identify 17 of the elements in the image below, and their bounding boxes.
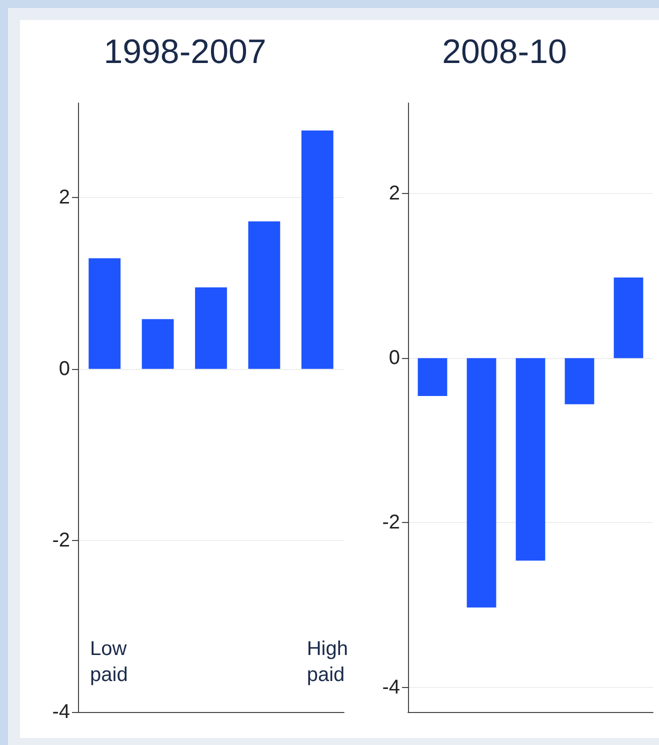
y-tick-label: 0 [388, 347, 400, 370]
y-tick-label: 2 [388, 182, 400, 205]
bar [88, 258, 121, 369]
annotation: Low paid [90, 638, 128, 686]
y-tick-label: -4 [382, 676, 400, 698]
chart-title: 2008-10 [442, 33, 567, 71]
chart-title: 1998-2007 [104, 33, 266, 71]
y-tick-label: -2 [382, 512, 400, 534]
y-tick-label: 2 [58, 186, 70, 208]
y-tick-label: 0 [58, 358, 70, 380]
bar [301, 130, 334, 369]
annotation: High paid [306, 638, 348, 686]
y-tick-label: -2 [52, 529, 70, 552]
bar [142, 319, 174, 369]
bar [248, 221, 280, 369]
y-tick-label: -4 [52, 701, 70, 723]
bar [195, 287, 227, 369]
